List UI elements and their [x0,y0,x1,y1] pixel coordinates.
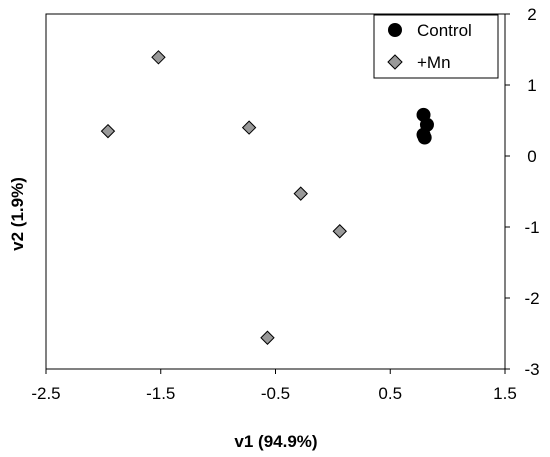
y-axis-ticks: 2 1 0 -1 -2 -3 [505,5,540,379]
y-tick-label: -2 [524,289,539,308]
x-axis-title: v1 (94.9%) [234,432,317,451]
x-tick-label: -0.5 [261,384,290,403]
legend-mn-label: +Mn [417,53,451,72]
mn-point-4 [332,224,347,239]
data-points [100,50,434,345]
mn-point-2 [241,120,257,135]
mn-point-0 [151,50,166,65]
x-tick-label: -2.5 [31,384,60,403]
mn-point-3 [293,186,308,201]
y-tick-label: -1 [524,218,539,237]
y-tick-label: 0 [527,147,536,166]
mn-point-1 [100,123,116,139]
legend-mn-marker [387,54,403,70]
control-point-3 [417,130,432,145]
legend-control-label: Control [417,21,472,40]
x-tick-label: 1.5 [493,384,517,403]
x-tick-label: -1.5 [146,384,175,403]
x-tick-label: 0.5 [378,384,402,403]
legend-control-marker [388,23,402,37]
y-tick-label: -3 [524,360,539,379]
y-axis-title: v2 (1.9%) [8,177,27,251]
mn-point-5 [260,330,275,345]
y-tick-label: 2 [527,5,536,24]
legend: Control +Mn [373,14,499,79]
y-tick-label: 1 [527,76,536,95]
x-axis-ticks: -2.5 -1.5 -0.5 0.5 1.5 [31,369,517,403]
